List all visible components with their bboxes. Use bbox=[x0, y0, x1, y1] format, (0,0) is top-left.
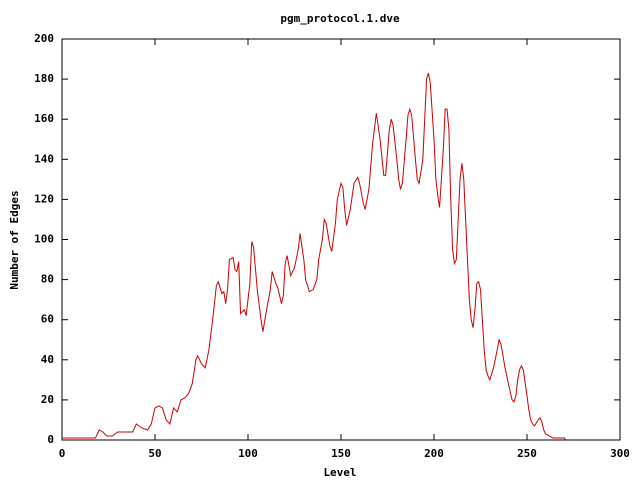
x-axis-label: Level bbox=[323, 466, 356, 479]
y-tick-label: 140 bbox=[34, 152, 54, 165]
y-tick-label: 20 bbox=[41, 393, 54, 406]
y-tick-label: 40 bbox=[41, 353, 54, 366]
x-tick-label: 300 bbox=[610, 447, 630, 460]
y-tick-label: 0 bbox=[47, 433, 54, 446]
x-tick-label: 0 bbox=[59, 447, 66, 460]
y-tick-label: 60 bbox=[41, 313, 54, 326]
x-tick-label: 150 bbox=[331, 447, 351, 460]
chart-title: pgm_protocol.1.dve bbox=[280, 12, 400, 25]
data-line bbox=[62, 72, 567, 441]
y-axis-label: Number of Edges bbox=[8, 190, 21, 289]
y-tick-label: 120 bbox=[34, 192, 54, 205]
x-tick-label: 100 bbox=[238, 447, 258, 460]
y-tick-label: 160 bbox=[34, 112, 54, 125]
y-tick-label: 200 bbox=[34, 32, 54, 45]
x-tick-label: 200 bbox=[424, 447, 444, 460]
y-tick-label: 100 bbox=[34, 233, 54, 246]
x-tick-label: 250 bbox=[517, 447, 537, 460]
x-tick-label: 50 bbox=[148, 447, 161, 460]
y-tick-label: 180 bbox=[34, 72, 54, 85]
plot-frame bbox=[61, 38, 621, 441]
y-tick-label: 80 bbox=[41, 273, 54, 286]
